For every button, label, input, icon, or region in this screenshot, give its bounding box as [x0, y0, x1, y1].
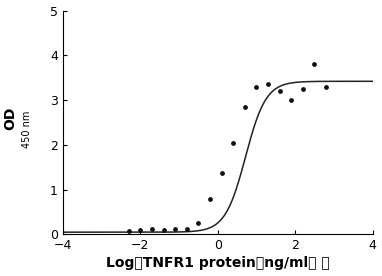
Text: 450 nm: 450 nm: [22, 110, 32, 148]
Point: [172, 227, 178, 231]
X-axis label: Log（TNFR1 protein（ng/ml） ）: Log（TNFR1 protein（ng/ml） ）: [106, 256, 330, 270]
Point: [219, 171, 225, 175]
Point: [137, 228, 143, 232]
Point: [149, 227, 155, 232]
Point: [311, 62, 317, 67]
Point: [126, 229, 132, 233]
Point: [253, 84, 259, 89]
Point: [288, 98, 294, 102]
Point: [195, 221, 201, 225]
Text: OD: OD: [3, 106, 17, 130]
Point: [207, 197, 213, 202]
Point: [277, 89, 283, 93]
Point: [265, 82, 271, 87]
Point: [230, 141, 236, 145]
Point: [323, 84, 329, 89]
Point: [160, 228, 167, 232]
Point: [184, 226, 190, 231]
Point: [300, 87, 306, 91]
Point: [242, 105, 248, 109]
